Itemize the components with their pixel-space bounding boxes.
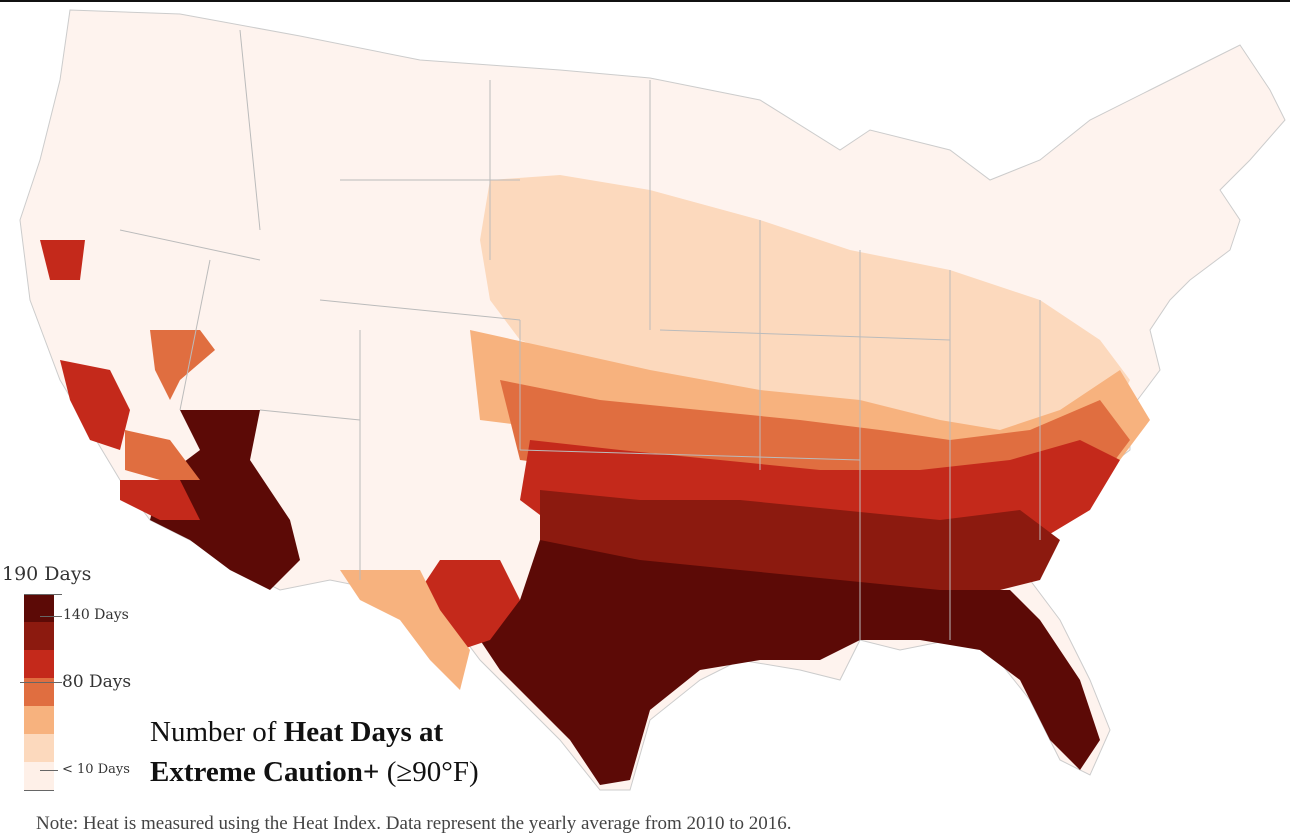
- map-title-line-2: Extreme Caution+ (≥90°F): [150, 752, 479, 792]
- legend-tick-10: [40, 770, 58, 771]
- legend-label-140: 140 Days: [63, 607, 129, 623]
- legend-bin-7: [24, 762, 54, 790]
- region-deep-red: [480, 540, 1100, 785]
- legend-label-80: 80 Days: [62, 672, 132, 692]
- legend-bin-5: [24, 706, 54, 734]
- title-bold-1: Heat Days at: [283, 716, 444, 748]
- region-arizona-red: [120, 480, 200, 520]
- legend-bin-6: [24, 734, 54, 762]
- legend-color-bar: [24, 594, 54, 790]
- legend-bin-3: [24, 650, 54, 678]
- map-title: Number of Heat Days at Extreme Caution+ …: [150, 712, 479, 792]
- state-borders: [119, 29, 1041, 640]
- legend-label-10: < 10 Days: [62, 762, 130, 777]
- region-california-valley: [60, 360, 130, 450]
- title-suffix: (≥90°F): [379, 756, 479, 788]
- legend-bin-1: [24, 594, 54, 622]
- legend-bin-2: [24, 622, 54, 650]
- legend-tick-min: [24, 790, 54, 791]
- legend-tick-80: [20, 682, 62, 683]
- footnote: Note: Heat is measured using the Heat In…: [36, 813, 792, 834]
- legend-tick-max: [24, 594, 62, 595]
- legend-max-label: 190 Days: [2, 563, 92, 585]
- title-bold-2: Extreme Caution+: [150, 756, 380, 788]
- map-title-line-1: Number of Heat Days at: [150, 712, 479, 752]
- top-rule: [0, 0, 1290, 2]
- region-arizona: [150, 410, 300, 590]
- title-prefix: Number of: [150, 716, 284, 748]
- region-texas-far-west: [340, 570, 470, 690]
- legend-tick-140: [40, 616, 62, 617]
- region-california-north: [40, 240, 85, 280]
- region-nevada: [150, 330, 215, 400]
- region-california-se: [125, 430, 200, 480]
